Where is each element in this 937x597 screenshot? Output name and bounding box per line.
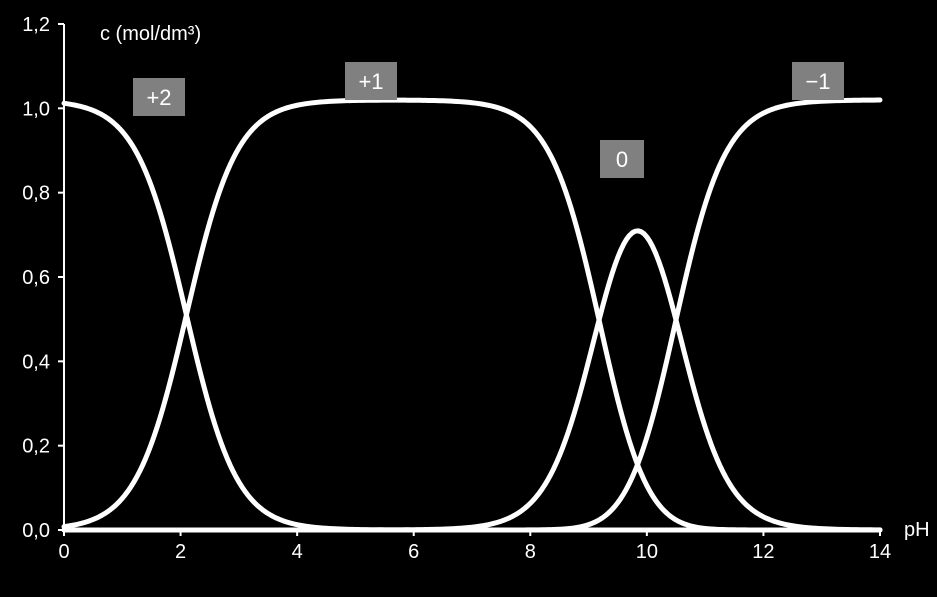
x-axis-title: pH: [904, 519, 930, 541]
x-tick-label: 6: [408, 541, 419, 563]
y-tick-label: 0,6: [22, 267, 50, 289]
x-tick-label: 8: [525, 541, 536, 563]
series-badge-plus2: +2: [133, 78, 185, 116]
series-badge-plus1: +1: [345, 62, 397, 100]
chart-svg: 0 2 4 6 8 10 12 14 0,0 0,2 0,4 0,6 0,8 1,0 1,2 c (mol…: [0, 0, 937, 597]
x-tick-label: 14: [869, 541, 891, 563]
x-tick-label: 4: [292, 541, 303, 563]
y-tick-label: 0,0: [22, 520, 50, 542]
badge-label: +2: [146, 85, 171, 110]
x-tick-label: 0: [58, 541, 69, 563]
speciation-chart: 0 2 4 6 8 10 12 14 0,0 0,2 0,4 0,6 0,8 1,0 1,2 c (mol…: [0, 0, 937, 597]
badge-label: 0: [616, 147, 628, 172]
badge-label: +1: [358, 69, 383, 94]
series-badge-zero: 0: [600, 140, 644, 178]
series-badge-minus1: −1: [792, 62, 844, 100]
y-axis-title: c (mol/dm³): [100, 23, 201, 45]
y-tick-label: 0,2: [22, 436, 50, 458]
y-tick-label: 1,2: [22, 14, 50, 36]
y-tick-label: 1,0: [22, 98, 50, 120]
x-tick-label: 12: [752, 541, 774, 563]
y-tick-label: 0,8: [22, 183, 50, 205]
x-tick-label: 10: [636, 541, 658, 563]
badge-label: −1: [805, 69, 830, 94]
x-tick-label: 2: [175, 541, 186, 563]
y-tick-label: 0,4: [22, 351, 50, 373]
